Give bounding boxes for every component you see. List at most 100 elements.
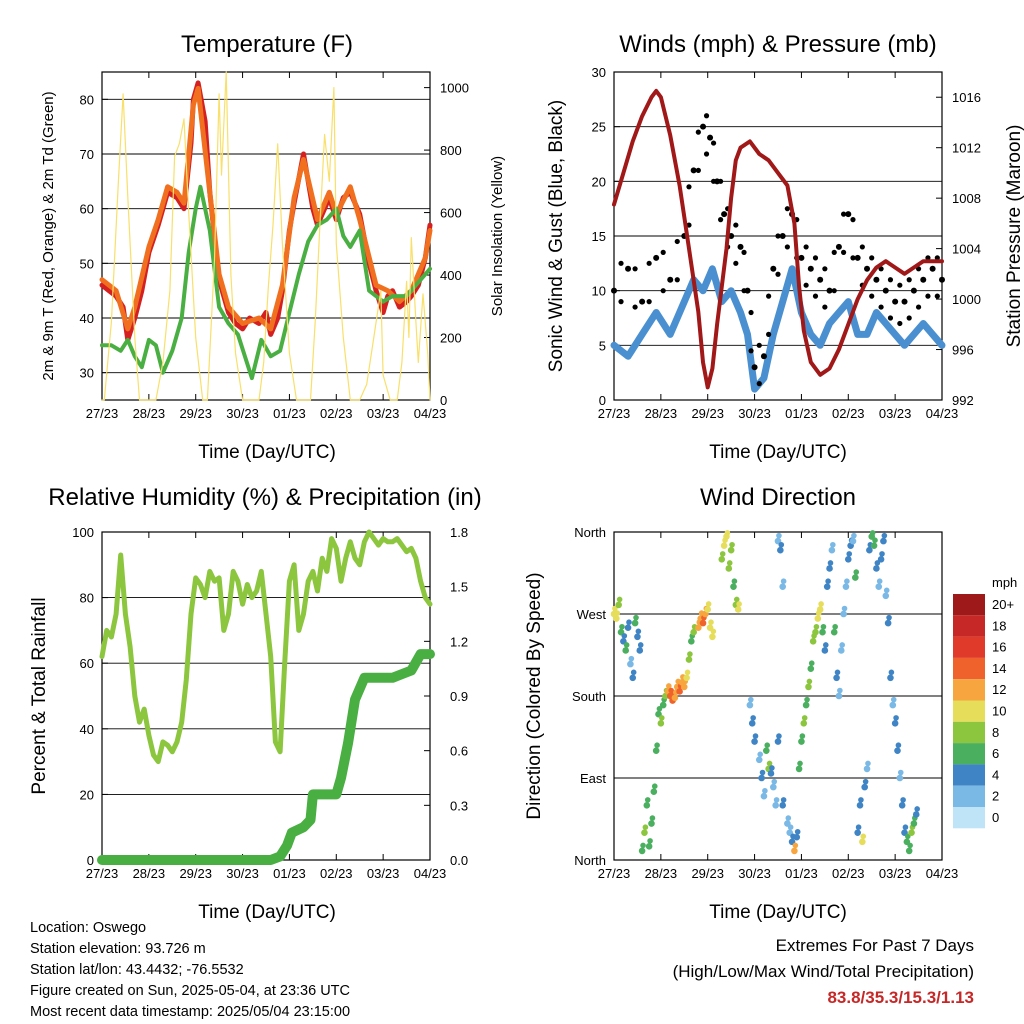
x-tick-label: 28/23 — [645, 406, 678, 421]
direction-point — [792, 842, 799, 849]
direction-point — [881, 532, 888, 539]
direction-point — [860, 833, 867, 840]
direction-point — [799, 733, 806, 739]
direction-point — [642, 824, 649, 830]
direction-point — [622, 647, 630, 654]
x-tick-label: 03/23 — [367, 406, 400, 421]
x-tick-label: 29/23 — [179, 406, 212, 421]
y-tick-label-right: 992 — [952, 393, 974, 408]
colorbar-label: 6 — [992, 746, 999, 761]
gust-point — [859, 244, 865, 250]
direction-point — [891, 720, 899, 727]
gust-point — [751, 364, 758, 371]
gust-point — [910, 287, 917, 294]
y-tick-label-right: 1.5 — [450, 580, 468, 595]
direction-point — [613, 615, 620, 622]
gust-point — [733, 260, 739, 266]
y-tick-label-left: 40 — [80, 722, 94, 737]
y-tick-label-left: East — [580, 771, 606, 786]
direction-point — [844, 578, 850, 584]
y-tick-label-left: 0 — [599, 393, 606, 408]
direction-point — [837, 647, 845, 654]
direction-point — [767, 770, 775, 777]
gust-point — [864, 265, 871, 272]
gust-point — [707, 134, 714, 141]
direction-point — [805, 683, 812, 691]
direction-point — [832, 623, 838, 630]
x-tick-label: 01/23 — [785, 866, 818, 881]
winds-ylabel-right: Station Pressure (Maroon) — [1004, 125, 1024, 348]
winds-panel: Winds (mph) & Pressure (mb) 27/23 28/23 29… — [546, 31, 1024, 463]
direction-point — [889, 701, 897, 709]
temperature-ylabel-right: Solar Insolation (Yellow) — [489, 156, 506, 316]
y-tick-label-right: 0.3 — [450, 798, 468, 813]
direction-point — [676, 688, 683, 695]
speed-colorbar: mph 20+ 18 16 14 12 10 8 6 4 2 0 — [953, 575, 1017, 829]
direction-point — [684, 669, 691, 676]
direction-point — [635, 628, 642, 635]
x-tick-label: 02/23 — [832, 406, 865, 421]
series-solar-insolation — [101, 71, 431, 401]
direction-point — [695, 624, 702, 631]
x-tick-label: 27/23 — [86, 406, 119, 421]
direction-point — [671, 694, 679, 702]
gust-point — [925, 255, 931, 261]
gust-point — [779, 233, 786, 239]
direction-point — [908, 829, 915, 836]
gust-point — [798, 254, 805, 261]
y-tick-label-left: 25 — [592, 120, 606, 135]
gust-point — [756, 381, 762, 387]
x-tick-label: 02/23 — [320, 406, 353, 421]
colorbar-swatch — [953, 636, 985, 658]
direction-point — [726, 560, 733, 566]
y-tick-label-right: 0.6 — [450, 744, 468, 759]
temperature-ylabel-left: 2m & 9m T (Red, Orange) & 2m Td (Green) — [40, 91, 57, 380]
plot-frame — [101, 531, 431, 861]
direction-point — [719, 551, 726, 557]
gust-point — [892, 298, 899, 305]
gust-point — [718, 178, 724, 184]
gust-point — [744, 287, 751, 294]
direction-point — [801, 715, 808, 721]
colorbar-label: 16 — [992, 640, 1006, 655]
gust-point — [667, 276, 674, 283]
direction-point — [720, 542, 728, 549]
winds-title: Winds (mph) & Pressure (mb) — [619, 31, 936, 58]
y-tick-label-left: 60 — [80, 202, 94, 217]
direction-point — [619, 623, 625, 630]
direction-point — [883, 587, 890, 594]
colorbar-label: 18 — [992, 618, 1006, 633]
direction-point — [835, 692, 843, 700]
gust-point — [817, 276, 824, 283]
direction-point — [654, 742, 660, 748]
direction-point — [890, 696, 897, 703]
direction-point — [856, 802, 864, 809]
direction-point — [718, 556, 726, 563]
colorbar-swatch — [953, 785, 985, 807]
x-tick-label: 03/23 — [367, 866, 400, 881]
y-tick-label-right: 1008 — [952, 191, 981, 206]
direction-point — [628, 655, 635, 662]
direction-point — [640, 842, 646, 849]
direction-point — [853, 569, 860, 575]
y-tick-label-left: 5 — [599, 338, 606, 353]
direction-point — [800, 720, 808, 727]
gust-point — [775, 271, 781, 277]
direction-point — [627, 660, 634, 668]
direction-point — [894, 747, 901, 754]
direction-point — [629, 674, 637, 682]
direction-point — [865, 760, 871, 767]
direction-point — [708, 619, 714, 625]
extremes-subheading: (High/Low/Max Wind/Total Precipitation) — [672, 962, 974, 981]
gust-point — [869, 293, 875, 299]
direction-point — [774, 738, 782, 745]
y-tick-label-right: 0.0 — [450, 853, 468, 868]
direction-point — [887, 674, 894, 682]
gust-point — [939, 276, 945, 283]
direction-point — [766, 760, 773, 767]
x-tick-label: 30/23 — [226, 406, 259, 421]
direction-point — [840, 610, 847, 618]
gust-point — [869, 255, 875, 261]
direction-point — [690, 628, 697, 636]
y-tick-label-left: South — [572, 689, 606, 704]
